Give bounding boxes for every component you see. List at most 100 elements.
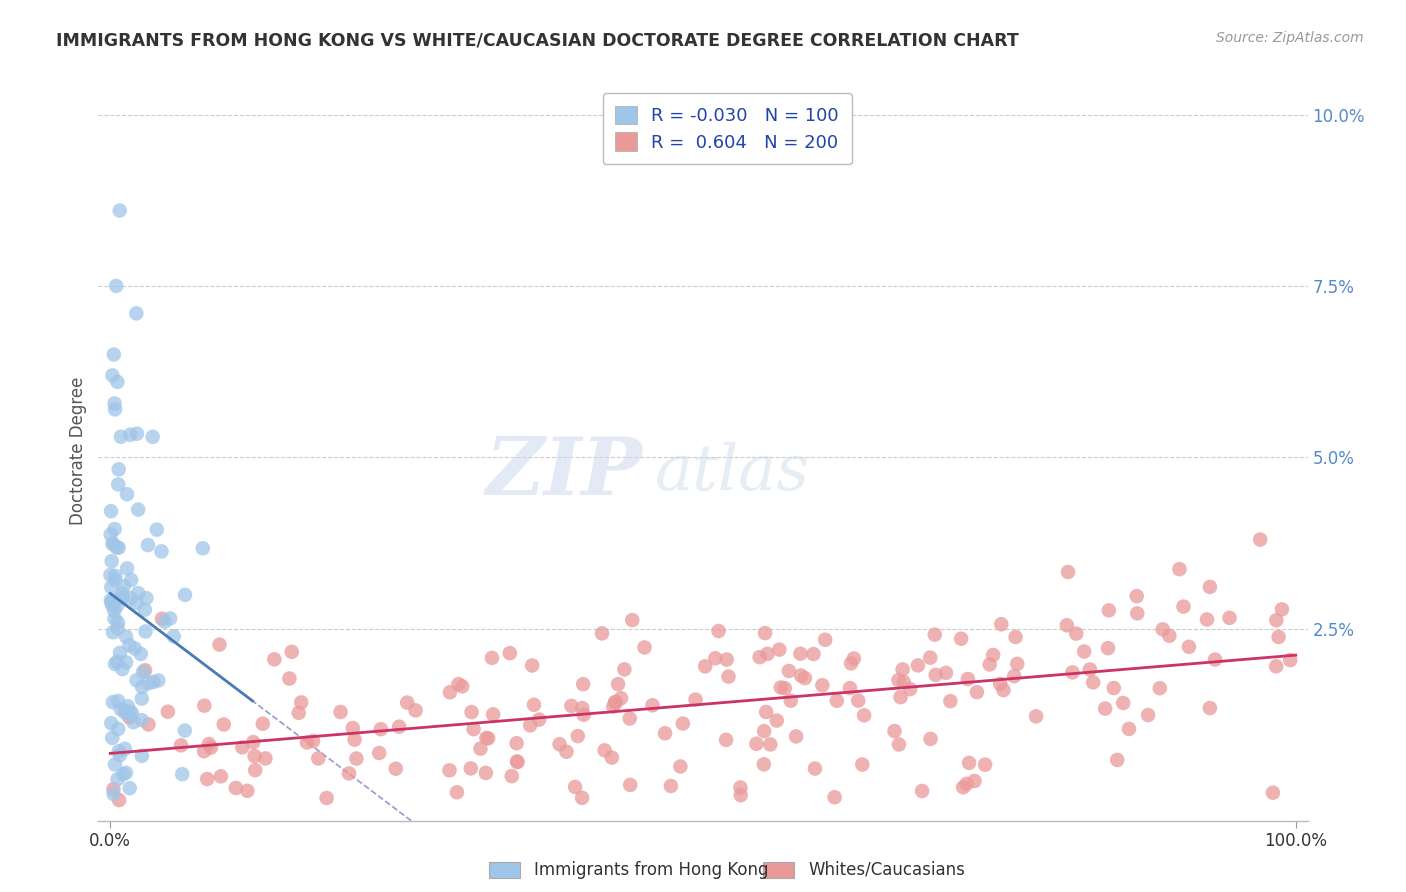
Point — [460, 705, 482, 719]
Point — [446, 785, 468, 799]
Point — [633, 640, 655, 655]
Point — [1204, 652, 1226, 666]
Point — [108, 591, 131, 606]
Point — [108, 203, 131, 218]
Point — [118, 638, 141, 652]
Point — [811, 678, 834, 692]
Point — [571, 790, 593, 805]
Point — [405, 703, 427, 717]
Point — [104, 657, 127, 671]
Point — [107, 621, 129, 635]
Point — [108, 646, 131, 660]
Point — [883, 724, 905, 739]
Point — [548, 737, 571, 751]
Point — [952, 780, 974, 795]
Point — [124, 641, 146, 656]
Point — [370, 722, 392, 736]
Point — [555, 745, 578, 759]
Point — [730, 780, 752, 795]
Point — [302, 734, 325, 748]
Point — [107, 772, 129, 787]
Point — [1152, 623, 1174, 637]
Point — [893, 675, 915, 690]
Point — [114, 706, 136, 720]
Point — [110, 702, 132, 716]
Point — [957, 756, 980, 770]
Point — [191, 541, 214, 556]
Point — [963, 773, 986, 788]
Point — [695, 659, 717, 673]
Point — [100, 504, 122, 518]
Point — [396, 696, 419, 710]
Point — [104, 396, 127, 410]
Point — [654, 726, 676, 740]
Point — [105, 541, 128, 555]
Point — [208, 638, 231, 652]
Point — [447, 677, 470, 691]
Point — [988, 677, 1011, 691]
Point — [118, 705, 141, 719]
Point — [523, 698, 546, 712]
Point — [1078, 663, 1101, 677]
Point — [111, 586, 134, 600]
Point — [1062, 665, 1084, 680]
Point — [506, 755, 529, 769]
Text: atlas: atlas — [655, 442, 810, 503]
Point — [120, 573, 142, 587]
Point — [101, 731, 124, 745]
Point — [889, 690, 911, 705]
Point — [990, 617, 1012, 632]
Point — [114, 742, 136, 756]
Point — [134, 603, 156, 617]
Point — [925, 668, 948, 682]
Point — [672, 716, 695, 731]
Point — [659, 779, 682, 793]
Point — [1007, 657, 1029, 671]
Point — [142, 430, 165, 444]
Point — [101, 695, 124, 709]
Point — [104, 573, 127, 587]
Point — [1265, 613, 1288, 627]
Point — [156, 705, 179, 719]
Point — [482, 707, 505, 722]
Point — [263, 652, 285, 666]
Point — [1057, 565, 1080, 579]
Point — [127, 586, 149, 600]
Point — [242, 735, 264, 749]
Point — [108, 793, 131, 807]
Point — [114, 704, 136, 718]
Point — [439, 685, 461, 699]
Point — [522, 658, 544, 673]
Point — [101, 536, 124, 550]
Point — [112, 767, 135, 781]
Point — [607, 677, 630, 691]
Point — [593, 743, 616, 757]
Point — [898, 682, 921, 697]
Point — [527, 713, 550, 727]
Point — [853, 708, 876, 723]
Point — [125, 673, 148, 688]
Point — [560, 698, 582, 713]
Point — [1004, 630, 1026, 644]
Point — [1178, 640, 1201, 654]
Point — [121, 706, 143, 720]
Point — [935, 665, 957, 680]
Point — [600, 750, 623, 764]
Point — [956, 672, 979, 686]
Point — [1098, 603, 1121, 617]
Point — [704, 651, 727, 665]
Point — [104, 757, 127, 772]
Point — [100, 568, 122, 582]
Point — [685, 692, 707, 706]
Text: Whites/Caucasians: Whites/Caucasians — [808, 861, 966, 879]
Point — [887, 673, 910, 688]
Point — [107, 541, 129, 555]
Point — [193, 744, 215, 758]
Point — [717, 670, 740, 684]
Point — [602, 699, 624, 714]
Point — [1195, 612, 1218, 626]
Point — [603, 695, 626, 709]
Point — [891, 663, 914, 677]
Point — [481, 651, 503, 665]
Point — [752, 724, 775, 739]
